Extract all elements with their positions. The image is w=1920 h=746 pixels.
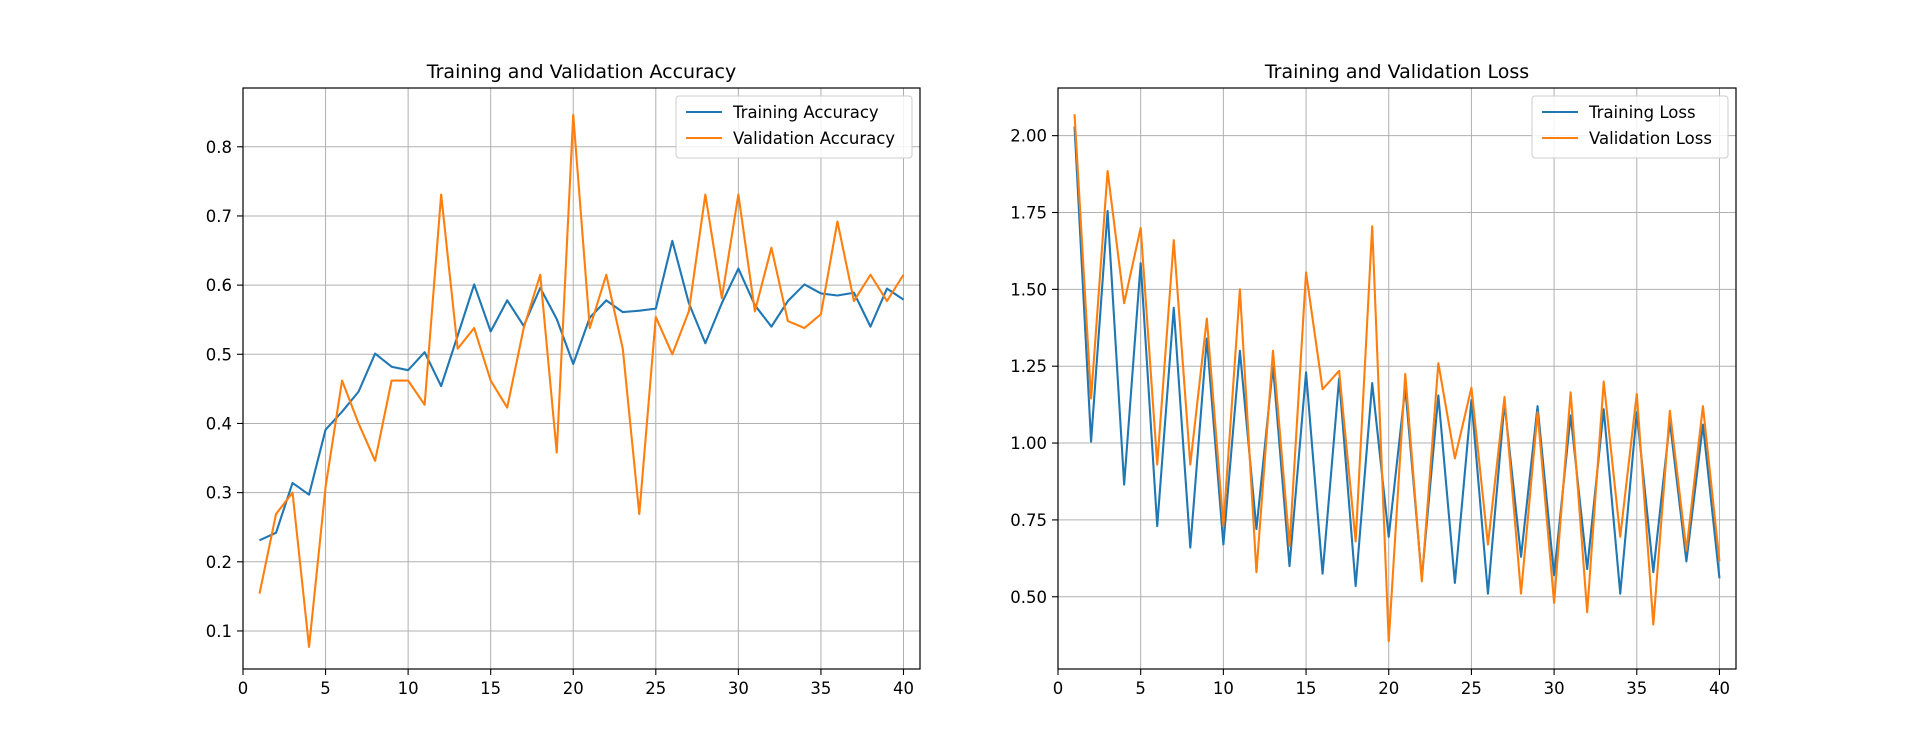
accuracy-x-tick-label: 15 — [480, 679, 501, 698]
loss-chart: 0 5 10 15 20 25 30 35 40 0.50 0.75 1.00 1.25 1.50 1.75… — [1010, 61, 1737, 698]
loss-x-tick-label: 15 — [1296, 679, 1317, 698]
loss-legend: Training Loss Validation Loss — [1531, 95, 1729, 159]
loss-x-tick-label: 20 — [1378, 679, 1399, 698]
accuracy-y-tick-label: 0.1 — [206, 622, 232, 641]
loss-series-training-loss — [1073, 126, 1721, 595]
accuracy-y-tick-label: 0.3 — [206, 484, 232, 503]
loss-y-tick-label: 1.00 — [1010, 434, 1047, 453]
accuracy-y-tick-label: 0.8 — [206, 138, 232, 157]
accuracy-x-tick-label: 20 — [563, 679, 584, 698]
accuracy-y-tick-label: 0.6 — [206, 276, 232, 295]
loss-axes-frame — [1057, 87, 1737, 670]
loss-y-tick-label: 1.50 — [1010, 280, 1047, 299]
loss-x-tick-label: 0 — [1053, 679, 1064, 698]
accuracy-chart-title: Training and Validation Accuracy — [426, 61, 736, 83]
loss-legend-label: Training Loss — [1588, 103, 1696, 122]
loss-y-tick-label: 1.75 — [1010, 204, 1047, 223]
loss-x-tick-label: 40 — [1709, 679, 1730, 698]
accuracy-x-tick-label: 25 — [645, 679, 666, 698]
loss-x-tick-label: 30 — [1544, 679, 1565, 698]
accuracy-x-tick-label: 10 — [398, 679, 419, 698]
accuracy-x-tick-label: 40 — [893, 679, 914, 698]
accuracy-legend: Training Accuracy Validation Accuracy — [675, 95, 913, 159]
accuracy-x-tick-label: 35 — [810, 679, 831, 698]
accuracy-y-tick-label: 0.7 — [206, 207, 232, 226]
loss-x-tick-label: 5 — [1135, 679, 1146, 698]
accuracy-y-tick-label: 0.2 — [206, 553, 232, 572]
accuracy-x-tick-label: 5 — [320, 679, 331, 698]
accuracy-chart: 0 5 10 15 20 25 30 35 40 0.1 0.2 0.3 0.4 0.5 0.6 0.7 0.8… — [206, 61, 921, 698]
accuracy-series-training-accuracy — [259, 239, 905, 542]
accuracy-y-tick-label: 0.4 — [206, 414, 232, 433]
loss-legend-box — [1531, 95, 1729, 159]
loss-y-tick-label: 0.50 — [1010, 588, 1047, 607]
loss-series-validation-loss — [1073, 114, 1721, 643]
loss-x-tick-label: 25 — [1461, 679, 1482, 698]
loss-x-tick-label: 10 — [1213, 679, 1234, 698]
loss-y-tick-label: 2.00 — [1010, 127, 1047, 146]
loss-y-tick-label: 0.75 — [1010, 511, 1047, 530]
accuracy-y-tick-label: 0.5 — [206, 345, 232, 364]
accuracy-legend-label: Training Accuracy — [732, 103, 879, 122]
accuracy-legend-box — [675, 95, 913, 159]
accuracy-axes-frame — [242, 87, 921, 670]
accuracy-x-tick-label: 0 — [238, 679, 249, 698]
accuracy-x-tick-label: 30 — [728, 679, 749, 698]
accuracy-series-validation-accuracy — [258, 113, 905, 648]
loss-x-tick-label: 35 — [1626, 679, 1647, 698]
loss-y-tick-label: 1.25 — [1010, 357, 1047, 376]
loss-legend-label: Validation Loss — [1589, 129, 1712, 148]
accuracy-legend-label: Validation Accuracy — [733, 129, 895, 148]
loss-chart-title: Training and Validation Loss — [1264, 61, 1529, 83]
